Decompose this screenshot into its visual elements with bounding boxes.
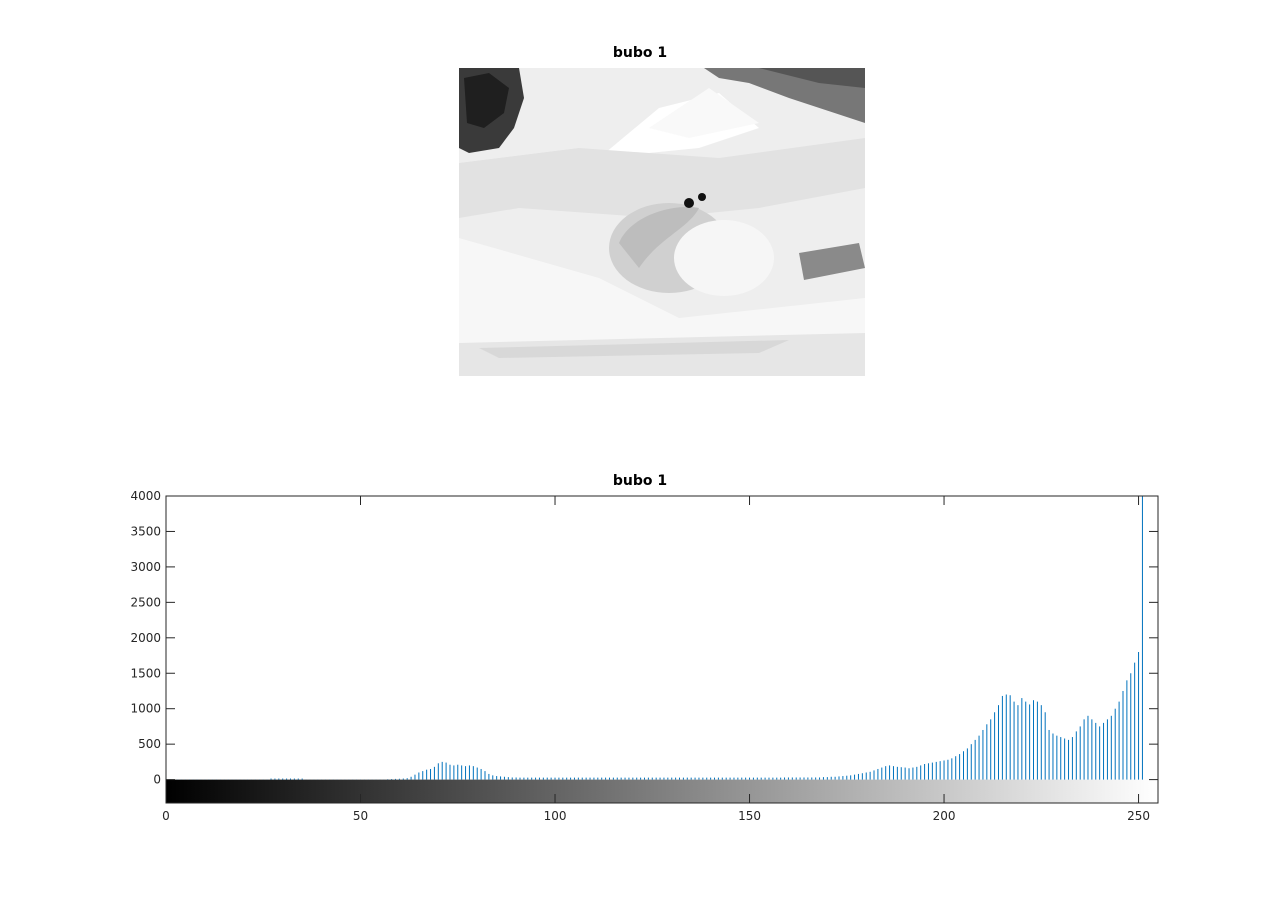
image-title: bubo 1 — [612, 45, 668, 61]
y-tick-label: 3000 — [130, 560, 161, 574]
grayscale-colorbar — [166, 779, 1158, 803]
y-tick-label: 3500 — [130, 524, 161, 538]
x-tick-label: 200 — [933, 809, 956, 823]
axes-box — [165, 495, 1159, 804]
x-tick-label: 250 — [1127, 809, 1150, 823]
histogram-title: bubo 1 — [612, 473, 668, 489]
y-tick-label: 1500 — [130, 666, 161, 680]
x-tick-label: 50 — [353, 809, 368, 823]
x-tick-label: 150 — [738, 809, 761, 823]
snow-scene-icon — [459, 68, 865, 376]
y-tick-label: 1000 — [130, 702, 161, 716]
grayscale-image — [459, 68, 865, 376]
x-tick-label: 0 — [162, 809, 170, 823]
y-tick-label: 2000 — [130, 631, 161, 645]
y-tick-label: 500 — [138, 737, 161, 751]
x-tick-label: 100 — [544, 809, 567, 823]
y-tick-label: 0 — [153, 773, 161, 787]
y-tick-label: 2500 — [130, 595, 161, 609]
y-tick-label: 4000 — [130, 489, 161, 503]
